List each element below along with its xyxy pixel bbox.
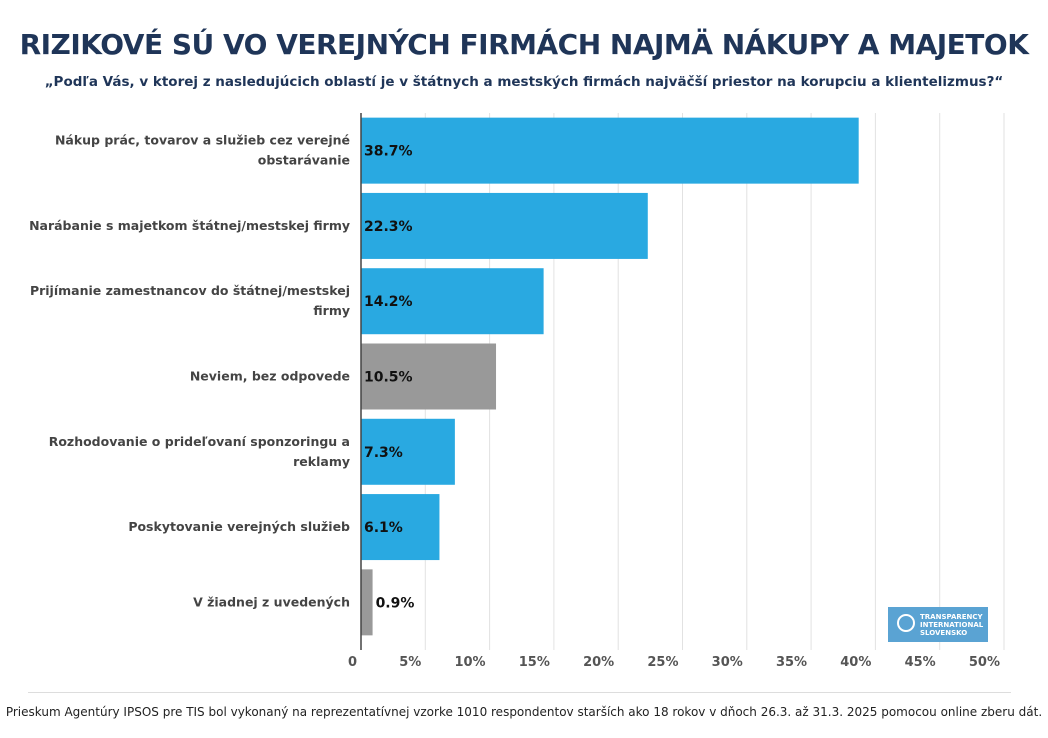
transparency-international-logo: TRANSPARENCY INTERNATIONAL SLOVENSKO <box>888 607 988 642</box>
data-label: 0.9% <box>376 595 415 611</box>
x-tick-label: 45% <box>905 655 936 670</box>
bar <box>361 117 859 184</box>
bar-chart: 0 5% 10% 15% 20% 25% 30% 35% 40% 45% 50% 38.7% Nákup… <box>29 113 1005 670</box>
x-tick-label: 15% <box>519 655 550 670</box>
category-label: obstarávanie <box>258 153 350 168</box>
bar <box>361 569 373 636</box>
globe-figure-icon <box>897 614 915 632</box>
x-tick-label: 0 <box>348 655 357 670</box>
chart-subtitle: „Podľa Vás, v ktorej z nasledujúcich obl… <box>44 74 1004 90</box>
data-label: 22.3% <box>364 219 413 235</box>
logo-line: SLOVENSKO <box>920 629 968 637</box>
footer-divider <box>28 692 1011 693</box>
x-tick-label: 40% <box>840 655 871 670</box>
category-label: Narábanie s majetkom štátnej/mestskej fi… <box>29 218 350 233</box>
bar <box>361 418 455 485</box>
data-label: 38.7% <box>364 144 413 160</box>
category-label: Neviem, bez odpovede <box>190 369 350 384</box>
bar <box>361 192 648 259</box>
x-tick-label: 25% <box>647 655 678 670</box>
data-label: 6.1% <box>364 520 403 536</box>
x-tick-label: 5% <box>399 655 421 670</box>
data-label: 14.2% <box>364 294 413 310</box>
x-tick-label: 35% <box>776 655 807 670</box>
logo-line: INTERNATIONAL <box>920 621 984 629</box>
data-label: 10.5% <box>364 370 413 386</box>
logo-line: TRANSPARENCY <box>920 613 983 621</box>
bar <box>361 268 544 335</box>
category-label: reklamy <box>293 454 350 469</box>
category-label: Nákup prác, tovarov a služieb cez verejn… <box>55 133 350 148</box>
bar <box>361 343 497 410</box>
category-label: firmy <box>313 303 350 318</box>
x-tick-label: 30% <box>712 655 743 670</box>
x-tick-label: 50% <box>969 655 1000 670</box>
data-label: 7.3% <box>364 445 403 461</box>
category-label: Poskytovanie verejných služieb <box>128 519 350 534</box>
x-tick-label: 10% <box>454 655 485 670</box>
chart-title: RIZIKOVÉ SÚ VO VEREJNÝCH FIRMÁCH NAJMÄ N… <box>19 28 1029 61</box>
category-label: V žiadnej z uvedených <box>193 594 350 609</box>
bar <box>361 494 440 561</box>
x-tick-label: 20% <box>583 655 614 670</box>
footer-note: Prieskum Agentúry IPSOS pre TIS bol vyko… <box>5 705 1043 719</box>
category-label: Prijímanie zamestnancov do štátnej/mests… <box>30 283 350 298</box>
category-label: Rozhodovanie o prideľovaní sponzoringu a <box>49 434 350 449</box>
